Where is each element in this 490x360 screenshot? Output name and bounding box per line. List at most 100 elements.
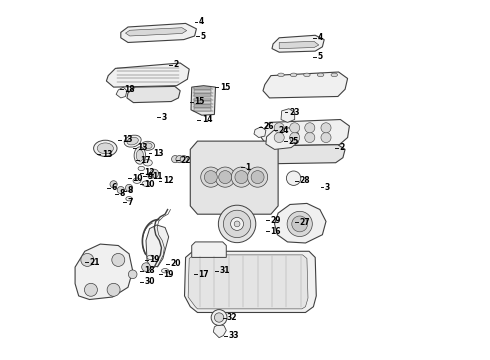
Circle shape — [117, 186, 124, 194]
Polygon shape — [185, 251, 316, 312]
Polygon shape — [125, 28, 187, 36]
Polygon shape — [106, 63, 189, 87]
Circle shape — [287, 211, 312, 237]
Ellipse shape — [304, 73, 310, 77]
Polygon shape — [192, 242, 226, 257]
Polygon shape — [146, 225, 169, 267]
Circle shape — [142, 263, 150, 271]
Circle shape — [110, 181, 117, 188]
Text: 8: 8 — [127, 186, 133, 195]
Circle shape — [234, 221, 240, 227]
Circle shape — [215, 313, 224, 322]
Text: 12: 12 — [144, 168, 155, 177]
Text: 25: 25 — [288, 137, 298, 146]
Ellipse shape — [143, 159, 152, 166]
Text: 33: 33 — [228, 331, 239, 340]
Bar — [194, 94, 211, 96]
Polygon shape — [261, 120, 349, 146]
Text: 14: 14 — [202, 115, 212, 124]
Ellipse shape — [291, 73, 297, 77]
Text: 28: 28 — [299, 176, 310, 185]
Circle shape — [223, 210, 251, 238]
Text: 10: 10 — [144, 180, 155, 189]
Polygon shape — [116, 87, 127, 98]
Text: 24: 24 — [278, 126, 289, 135]
Ellipse shape — [144, 143, 152, 149]
Circle shape — [292, 216, 308, 232]
Bar — [194, 101, 211, 104]
Ellipse shape — [331, 73, 338, 77]
Bar — [194, 105, 211, 107]
Polygon shape — [188, 255, 308, 309]
Text: 3: 3 — [161, 112, 167, 122]
Text: 4: 4 — [199, 17, 204, 26]
Circle shape — [290, 123, 300, 133]
Text: 31: 31 — [220, 266, 230, 275]
Text: 22: 22 — [180, 156, 191, 165]
Text: 13: 13 — [102, 150, 112, 159]
Circle shape — [251, 171, 264, 184]
Circle shape — [321, 123, 331, 133]
Polygon shape — [263, 72, 347, 98]
Circle shape — [81, 253, 94, 266]
Polygon shape — [272, 35, 324, 52]
Text: 12: 12 — [163, 176, 173, 185]
Text: 17: 17 — [198, 270, 209, 279]
Polygon shape — [274, 203, 326, 243]
Text: 27: 27 — [300, 218, 310, 227]
Circle shape — [204, 171, 217, 184]
Text: 21: 21 — [89, 258, 99, 266]
Text: 8: 8 — [119, 189, 124, 198]
Text: 13: 13 — [153, 149, 163, 158]
Text: 19: 19 — [164, 270, 174, 279]
Ellipse shape — [127, 137, 138, 145]
Text: 17: 17 — [141, 156, 151, 165]
Ellipse shape — [136, 150, 144, 161]
Text: 16: 16 — [270, 227, 281, 236]
Text: 1: 1 — [245, 163, 250, 172]
Text: 23: 23 — [289, 108, 299, 117]
Circle shape — [305, 132, 315, 143]
Ellipse shape — [148, 174, 153, 179]
Polygon shape — [190, 141, 278, 214]
Text: 18: 18 — [144, 266, 155, 275]
Polygon shape — [213, 324, 226, 338]
Polygon shape — [279, 41, 319, 49]
Circle shape — [290, 132, 300, 143]
Circle shape — [180, 156, 187, 163]
Circle shape — [231, 217, 244, 230]
Ellipse shape — [278, 73, 284, 77]
Text: 29: 29 — [270, 216, 281, 225]
Text: 20: 20 — [170, 259, 181, 268]
Circle shape — [172, 156, 179, 163]
Circle shape — [274, 123, 284, 133]
Ellipse shape — [147, 255, 154, 260]
Polygon shape — [254, 127, 266, 138]
Polygon shape — [262, 145, 345, 164]
Text: 2: 2 — [339, 143, 344, 152]
Text: 5: 5 — [201, 32, 206, 41]
Circle shape — [235, 171, 248, 184]
Circle shape — [107, 283, 120, 296]
Text: 15: 15 — [195, 97, 205, 106]
Circle shape — [176, 156, 183, 163]
Circle shape — [219, 205, 256, 243]
Circle shape — [219, 171, 232, 184]
Text: 2: 2 — [174, 60, 179, 69]
Circle shape — [128, 270, 137, 279]
Text: 4: 4 — [318, 33, 323, 42]
Bar — [194, 108, 211, 111]
Ellipse shape — [142, 181, 150, 186]
Text: 32: 32 — [227, 313, 238, 322]
Text: 7: 7 — [127, 198, 133, 207]
Polygon shape — [266, 128, 298, 149]
Ellipse shape — [133, 178, 141, 184]
Polygon shape — [127, 86, 180, 103]
Circle shape — [215, 167, 235, 187]
Text: 5: 5 — [318, 53, 323, 62]
Bar — [194, 98, 211, 100]
Circle shape — [112, 253, 125, 266]
Circle shape — [231, 167, 251, 187]
Ellipse shape — [138, 166, 145, 171]
Ellipse shape — [134, 147, 146, 164]
